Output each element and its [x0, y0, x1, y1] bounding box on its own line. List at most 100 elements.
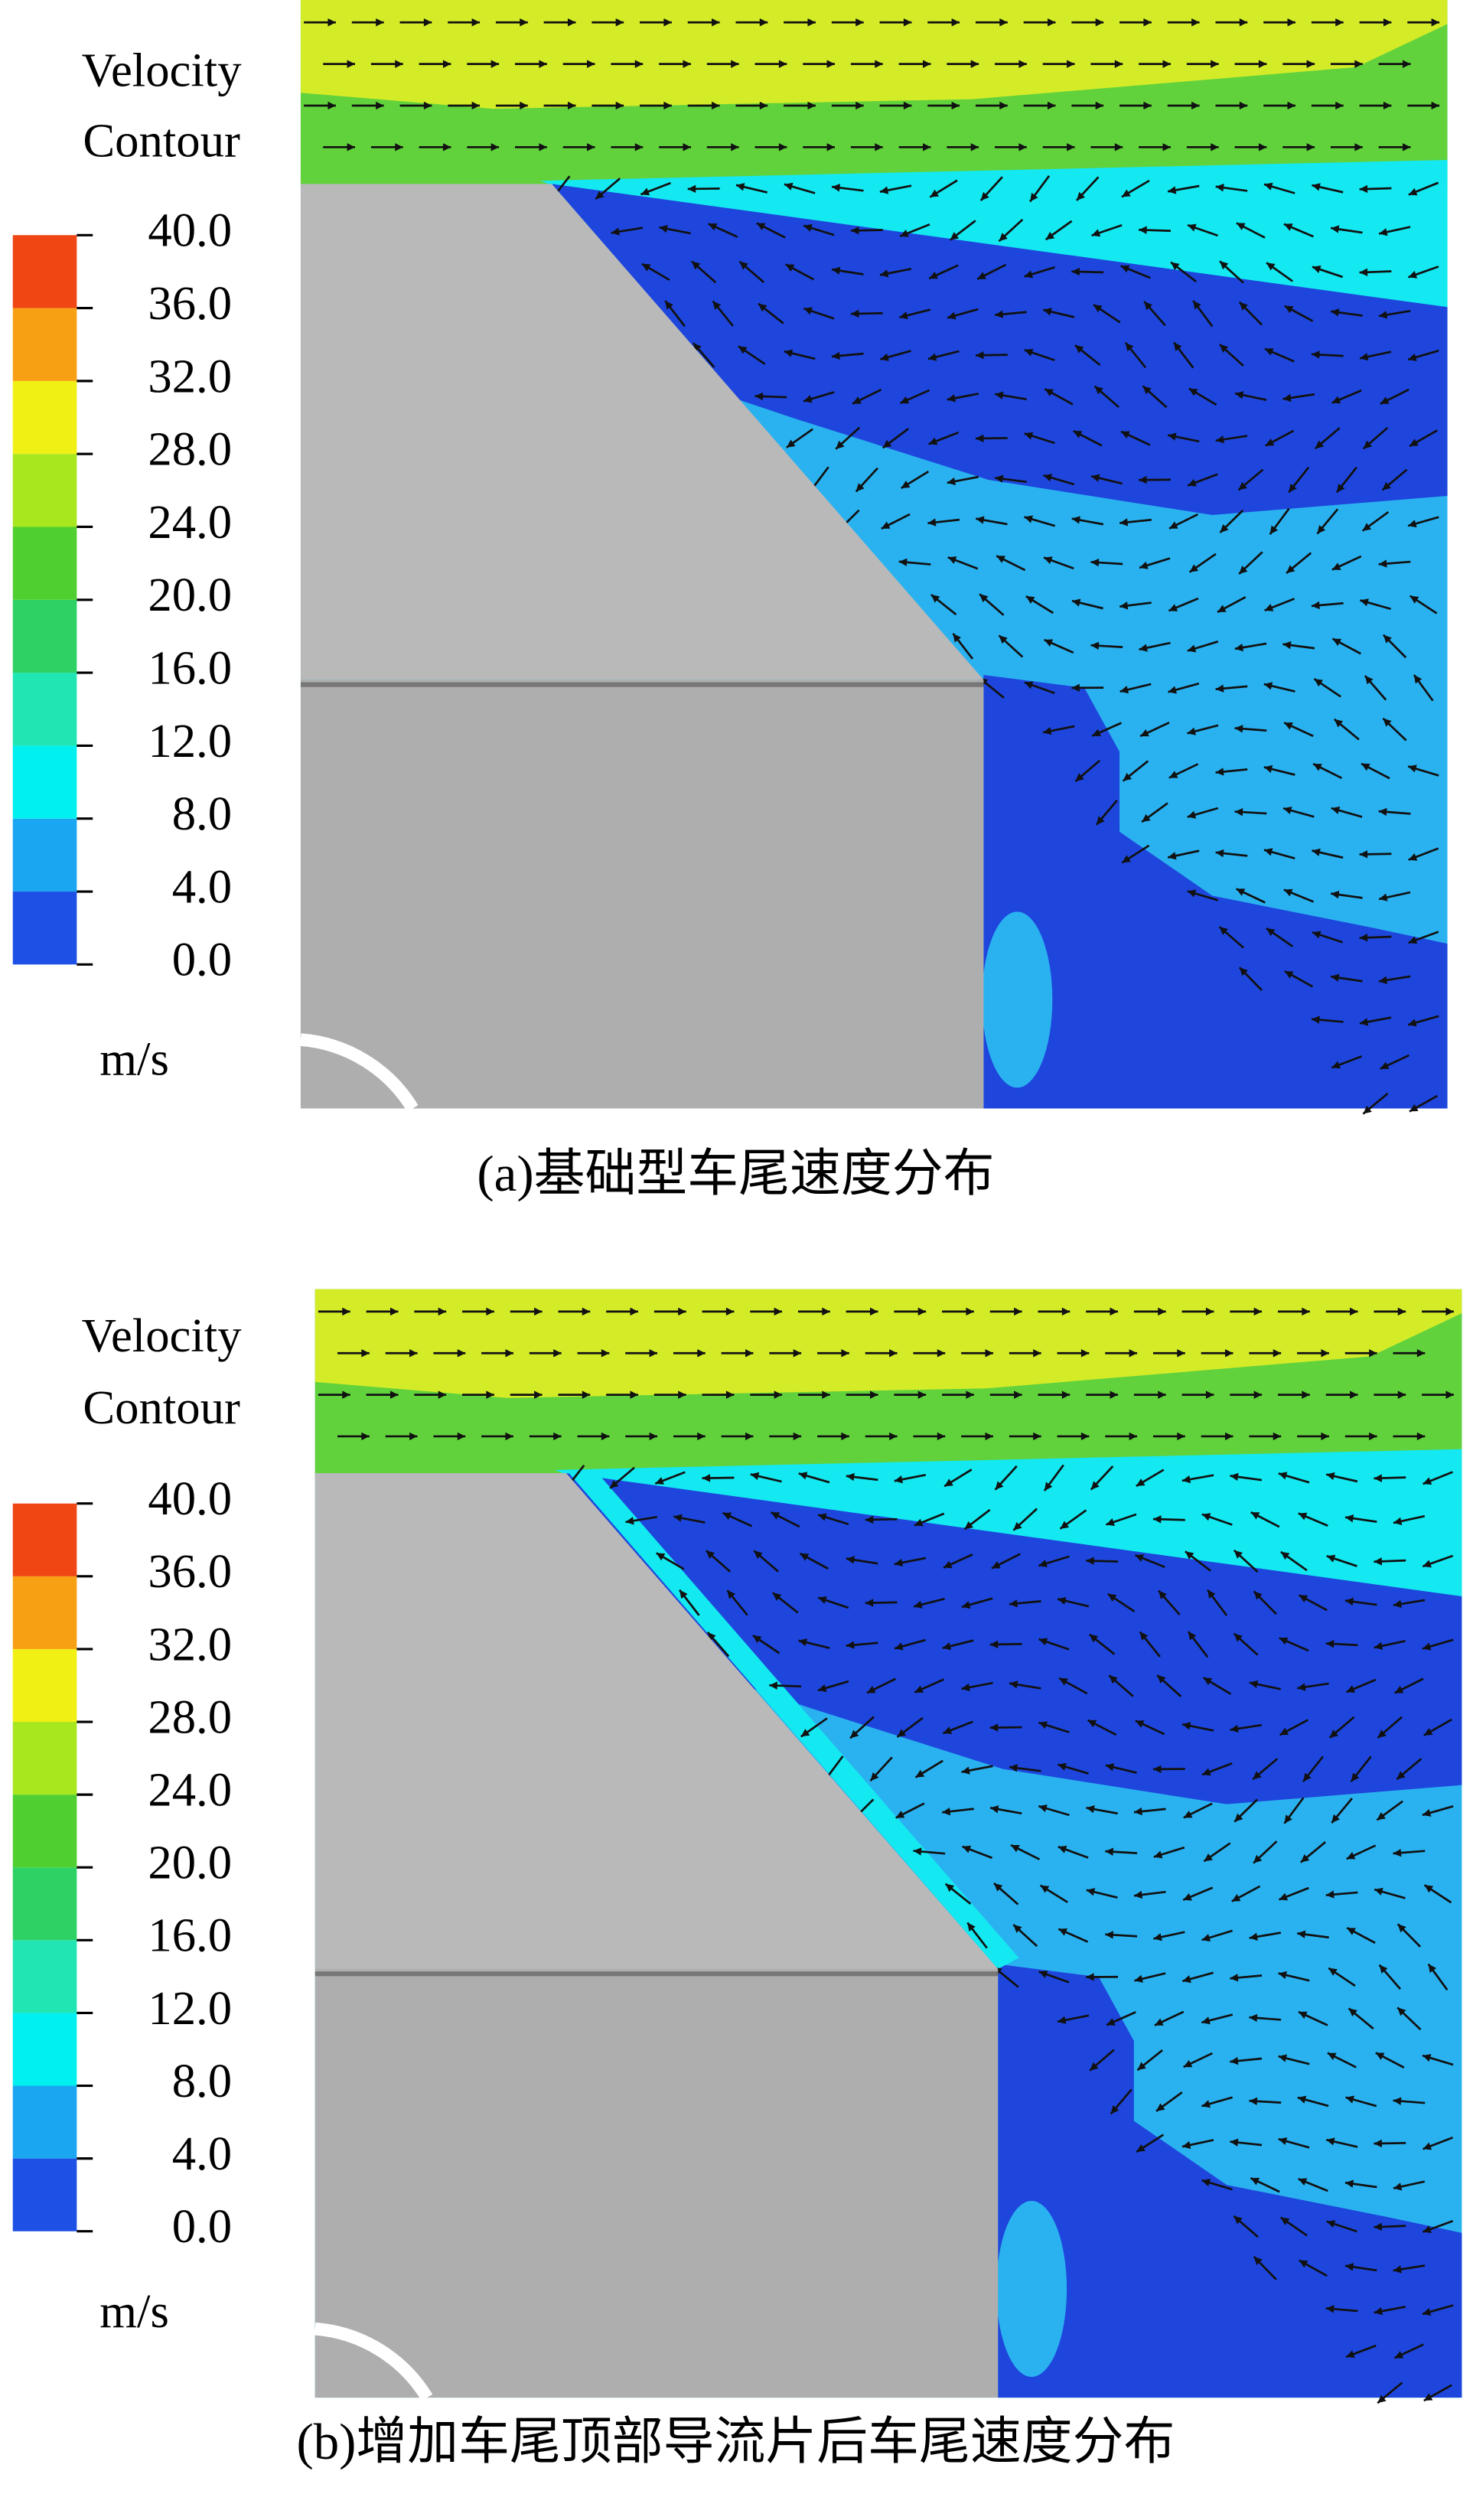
flow-arrow [1074, 759, 1101, 783]
arrow-head [1071, 267, 1080, 276]
flow-arrow [1086, 1390, 1118, 1399]
flow-arrow [1325, 2137, 1358, 2148]
flow-arrow [770, 1511, 800, 1528]
arrow-head [951, 18, 960, 27]
flow-arrow [1201, 2013, 1233, 2025]
legend-tick-label: 8.0 [172, 787, 232, 840]
flow-arrow [1359, 184, 1392, 194]
flow-arrow [989, 1640, 1022, 1649]
flow-arrow [705, 1550, 732, 1573]
arrow-head [855, 483, 865, 492]
flow-arrow [914, 1512, 945, 1527]
flow-arrow [1374, 1307, 1406, 1316]
arrow-head [979, 594, 989, 603]
arrow-head [895, 1811, 905, 1818]
arrow-head [826, 60, 836, 68]
arrow-head [1057, 2016, 1067, 2024]
arrow-head [342, 1307, 350, 1316]
arrow-head [1234, 725, 1243, 733]
flow-arrow [1280, 1550, 1308, 1572]
flow-arrow [495, 18, 528, 27]
flow-arrow [1263, 18, 1295, 27]
arrow-head [1009, 1599, 1018, 1608]
flow-arrow [852, 388, 882, 405]
arrow-head [1096, 816, 1105, 825]
flow-arrow [1378, 143, 1411, 152]
flow-arrow [1042, 725, 1075, 735]
arrow-head [745, 1349, 754, 1358]
field-cyan [555, 1449, 1462, 1602]
flow-arrow [1407, 1015, 1439, 1027]
arrow-head [1191, 18, 1200, 27]
arrow-head [807, 101, 816, 110]
arrow-head [1378, 559, 1387, 568]
arrow-head [832, 266, 841, 275]
arrow-head [1191, 101, 1200, 110]
arrow-head [759, 18, 768, 27]
flow-arrow [1382, 634, 1407, 659]
flow-arrow [1086, 1805, 1118, 1815]
flow-arrow [914, 1759, 943, 1778]
arrow-head [1250, 2177, 1260, 2186]
flow-arrow [1058, 1677, 1088, 1695]
arrow-head [967, 1922, 976, 1932]
arrow-head [1188, 478, 1197, 487]
arrow-head [1266, 262, 1276, 271]
flow-arrow [467, 143, 500, 152]
flow-arrow [1201, 1513, 1233, 1526]
flow-arrow [659, 60, 691, 68]
flow-arrow [1253, 1840, 1278, 1864]
arrow-head [520, 101, 528, 110]
arrow-head [739, 261, 748, 270]
arrow-head [889, 1432, 898, 1441]
flow-arrow [1119, 518, 1152, 526]
flow-arrow [1139, 641, 1171, 652]
arrow-head [914, 1600, 923, 1609]
arrow-head [1378, 976, 1388, 984]
flow-arrow [976, 263, 1007, 280]
flow-arrow [1378, 559, 1411, 568]
flow-arrow [994, 1465, 1018, 1491]
arrow-head [1335, 18, 1344, 27]
arrow-head [985, 1432, 993, 1441]
flow-arrow [1234, 391, 1267, 401]
flow-arrow [433, 1432, 466, 1441]
arrow-head [1284, 971, 1294, 979]
arrow-head [1153, 1933, 1162, 1941]
flow-arrow [899, 223, 930, 237]
flow-arrow [1090, 60, 1123, 68]
flow-arrow [1043, 474, 1075, 486]
arrow-head [553, 1432, 562, 1441]
flow-arrow [1139, 60, 1171, 68]
arrow-head [1303, 1772, 1312, 1782]
arrow-head [1153, 1850, 1163, 1859]
flow-arrow [318, 1390, 350, 1399]
arrow-head [1139, 226, 1147, 234]
arrow-head [1302, 1307, 1310, 1316]
arrow-head [778, 143, 787, 152]
arrow-head [850, 226, 859, 235]
flow-arrow [894, 1638, 926, 1651]
arrow-head [879, 186, 889, 194]
arrow-head [649, 1432, 658, 1441]
arrow-head [1396, 1771, 1406, 1780]
arrow-head [697, 1432, 706, 1441]
arrow-head [409, 1432, 418, 1441]
arrow-head [1168, 186, 1177, 194]
flow-arrow [1152, 1765, 1185, 1774]
flow-arrow [1120, 265, 1151, 279]
flow-arrow [1121, 844, 1150, 864]
arrow-head [1280, 1551, 1290, 1560]
arrow-head [1315, 440, 1325, 449]
flow-arrow [1168, 513, 1199, 530]
flow-arrow [1012, 1923, 1038, 1948]
legend-tick-label: 28.0 [148, 1690, 232, 1743]
flow-arrow [1135, 1720, 1165, 1736]
arrow-head [1061, 1307, 1071, 1316]
arrow-head [759, 101, 768, 110]
arrow-head [722, 1512, 732, 1521]
flow-arrow [1122, 760, 1149, 782]
flow-arrow [1023, 18, 1056, 27]
arrow-head [1137, 2062, 1146, 2071]
arrow-head [1311, 350, 1320, 359]
